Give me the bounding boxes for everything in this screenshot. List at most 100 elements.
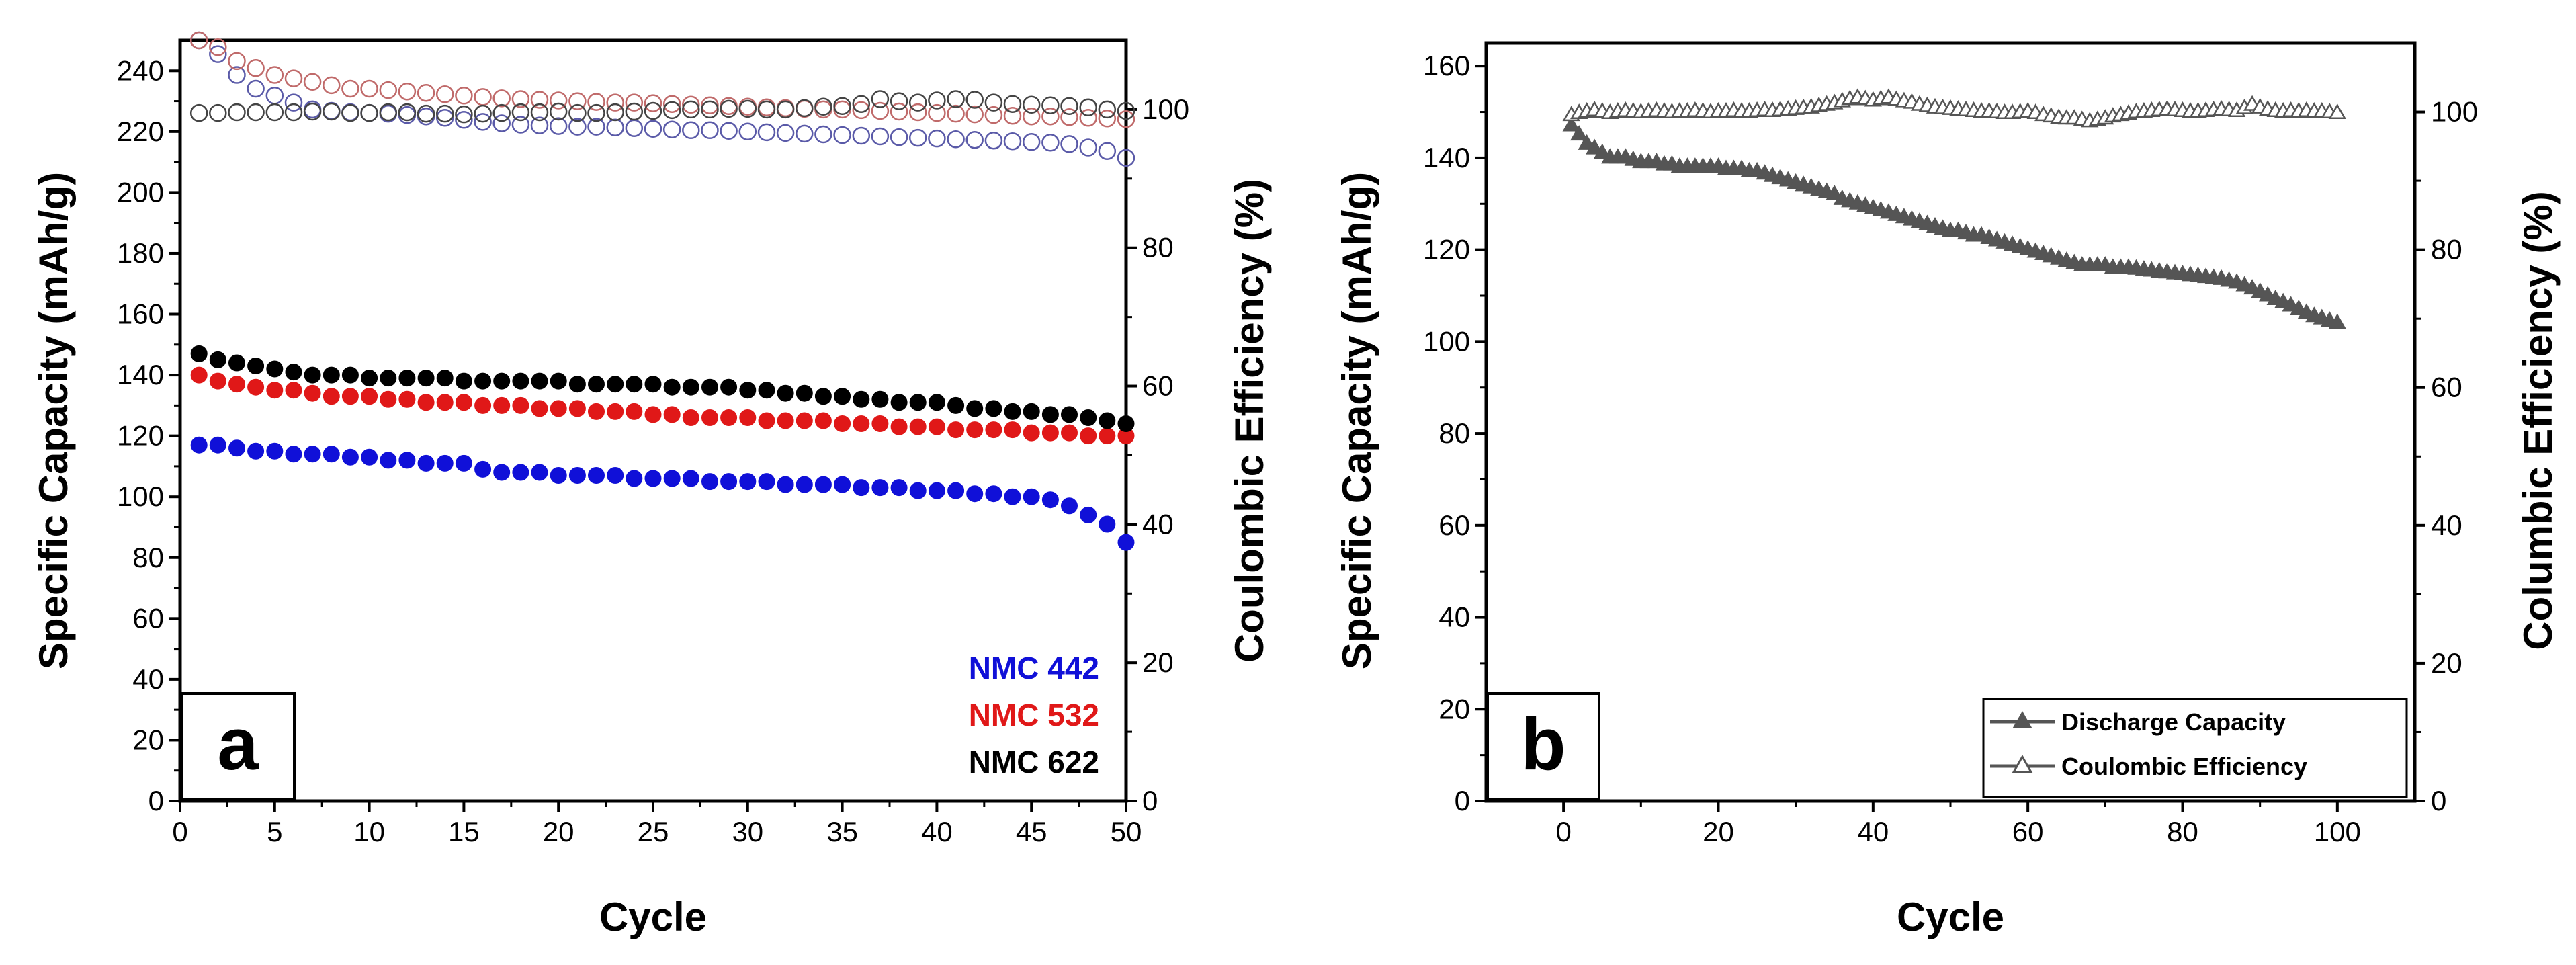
data-point bbox=[417, 104, 435, 123]
data-point bbox=[189, 103, 208, 122]
x-tick-label: 60 bbox=[2012, 816, 2044, 847]
data-point bbox=[909, 482, 927, 499]
data-point bbox=[625, 93, 644, 112]
data-point bbox=[247, 58, 265, 77]
data-point bbox=[1079, 138, 1097, 157]
data-point bbox=[720, 99, 738, 118]
x-tick-label: 0 bbox=[172, 816, 187, 847]
data-point bbox=[512, 372, 529, 390]
data-point bbox=[436, 394, 454, 411]
data-point bbox=[435, 85, 454, 103]
x-tick-label: 35 bbox=[826, 816, 858, 847]
data-point bbox=[814, 97, 832, 116]
data-point bbox=[644, 376, 662, 393]
data-point bbox=[606, 118, 624, 136]
data-point bbox=[1079, 98, 1097, 117]
data-point bbox=[662, 95, 681, 113]
data-point bbox=[247, 378, 265, 396]
data-point bbox=[833, 126, 851, 144]
x-tick-label: 25 bbox=[638, 816, 669, 847]
data-point bbox=[928, 418, 945, 435]
y-tick-label: 180 bbox=[117, 237, 164, 269]
data-point bbox=[776, 124, 795, 142]
data-point bbox=[341, 79, 359, 98]
data-point bbox=[1586, 138, 1604, 155]
y-right-tick-label: 0 bbox=[2431, 785, 2446, 816]
data-point bbox=[739, 473, 757, 491]
data-point bbox=[512, 464, 529, 481]
data-point bbox=[890, 128, 908, 146]
data-point bbox=[493, 464, 511, 481]
data-point bbox=[682, 409, 699, 426]
data-point bbox=[834, 388, 851, 405]
panel-b-y-ticks: 0 20 40 60 80 100 120 140 160 bbox=[1423, 50, 1486, 816]
data-point bbox=[852, 126, 871, 145]
data-point bbox=[908, 128, 927, 147]
series-nmc-622 bbox=[190, 345, 1135, 432]
data-point bbox=[1570, 125, 1588, 141]
data-point bbox=[852, 95, 871, 113]
data-point bbox=[928, 129, 946, 148]
y-right-tick-label: 80 bbox=[1142, 232, 1174, 263]
data-point bbox=[209, 436, 226, 454]
data-point bbox=[776, 100, 795, 119]
data-point bbox=[587, 103, 605, 122]
data-point bbox=[626, 470, 643, 487]
panel-b-plot-frame bbox=[1484, 41, 2417, 803]
data-point bbox=[701, 473, 718, 491]
data-point bbox=[871, 90, 890, 108]
data-point bbox=[361, 370, 378, 387]
data-point bbox=[947, 421, 965, 439]
x-tick-label: 40 bbox=[1857, 816, 1889, 847]
data-point bbox=[871, 479, 889, 497]
data-point bbox=[209, 45, 227, 63]
data-point bbox=[436, 370, 454, 387]
data-point bbox=[701, 378, 718, 396]
data-point bbox=[209, 38, 227, 56]
data-point bbox=[455, 111, 473, 129]
data-point bbox=[531, 372, 548, 390]
x-tick-label: 0 bbox=[1555, 816, 1571, 847]
data-point bbox=[588, 467, 605, 484]
data-point bbox=[1041, 424, 1059, 442]
data-point bbox=[796, 99, 814, 118]
data-point bbox=[1061, 497, 1078, 515]
data-point bbox=[626, 376, 643, 393]
panel-b-marks bbox=[1562, 88, 2346, 329]
y-tick-label: 140 bbox=[117, 359, 164, 390]
data-point bbox=[947, 90, 965, 108]
data-point bbox=[511, 103, 530, 122]
data-point bbox=[758, 412, 775, 429]
data-point bbox=[303, 73, 322, 91]
y-tick-label: 60 bbox=[1439, 509, 1470, 541]
panel-a-y-axis-label: Specific Capacity (mAh/g) bbox=[31, 172, 76, 669]
y-tick-label: 0 bbox=[148, 785, 164, 816]
y-right-tick-label: 40 bbox=[1142, 508, 1174, 540]
series-nmc-532 bbox=[190, 366, 1135, 445]
data-point bbox=[587, 93, 605, 111]
data-point bbox=[966, 400, 984, 417]
data-point bbox=[435, 109, 454, 127]
data-point bbox=[739, 382, 757, 399]
data-point bbox=[1004, 488, 1021, 505]
y-tick-label: 160 bbox=[1423, 50, 1470, 81]
data-point bbox=[265, 66, 284, 84]
data-point bbox=[455, 105, 473, 124]
data-point bbox=[814, 412, 832, 429]
data-point bbox=[871, 101, 890, 120]
data-point bbox=[928, 482, 945, 499]
data-point bbox=[285, 364, 302, 381]
data-point bbox=[1041, 107, 1060, 126]
panel-b-y-axis-label: Specific Capacity (mAh/g) bbox=[1334, 172, 1379, 669]
y-tick-label: 120 bbox=[1423, 234, 1470, 265]
data-point bbox=[966, 421, 984, 439]
data-point bbox=[228, 376, 245, 393]
data-point bbox=[417, 370, 435, 387]
y-tick-label: 20 bbox=[1439, 693, 1470, 724]
y-tick-label: 240 bbox=[117, 54, 164, 86]
data-point bbox=[379, 81, 398, 99]
data-point bbox=[549, 117, 568, 135]
x-tick-label: 20 bbox=[543, 816, 574, 847]
data-point bbox=[398, 103, 417, 122]
